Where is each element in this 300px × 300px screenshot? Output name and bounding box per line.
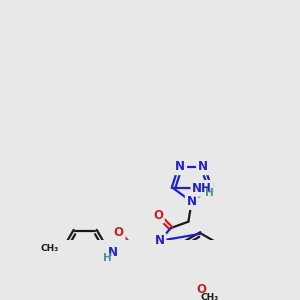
Text: N: N [198, 160, 208, 173]
Text: CH₃: CH₃ [41, 244, 59, 253]
Text: CH₃: CH₃ [200, 293, 218, 300]
Text: O: O [114, 226, 124, 239]
Text: N: N [175, 160, 185, 173]
Text: N: N [154, 234, 165, 248]
Text: O: O [196, 283, 206, 296]
Text: H: H [103, 254, 112, 263]
Text: H: H [205, 188, 214, 198]
Text: NH: NH [192, 182, 212, 195]
Text: N: N [205, 182, 215, 195]
Text: N: N [187, 195, 196, 208]
Text: O: O [153, 209, 163, 222]
Text: N: N [107, 246, 117, 259]
